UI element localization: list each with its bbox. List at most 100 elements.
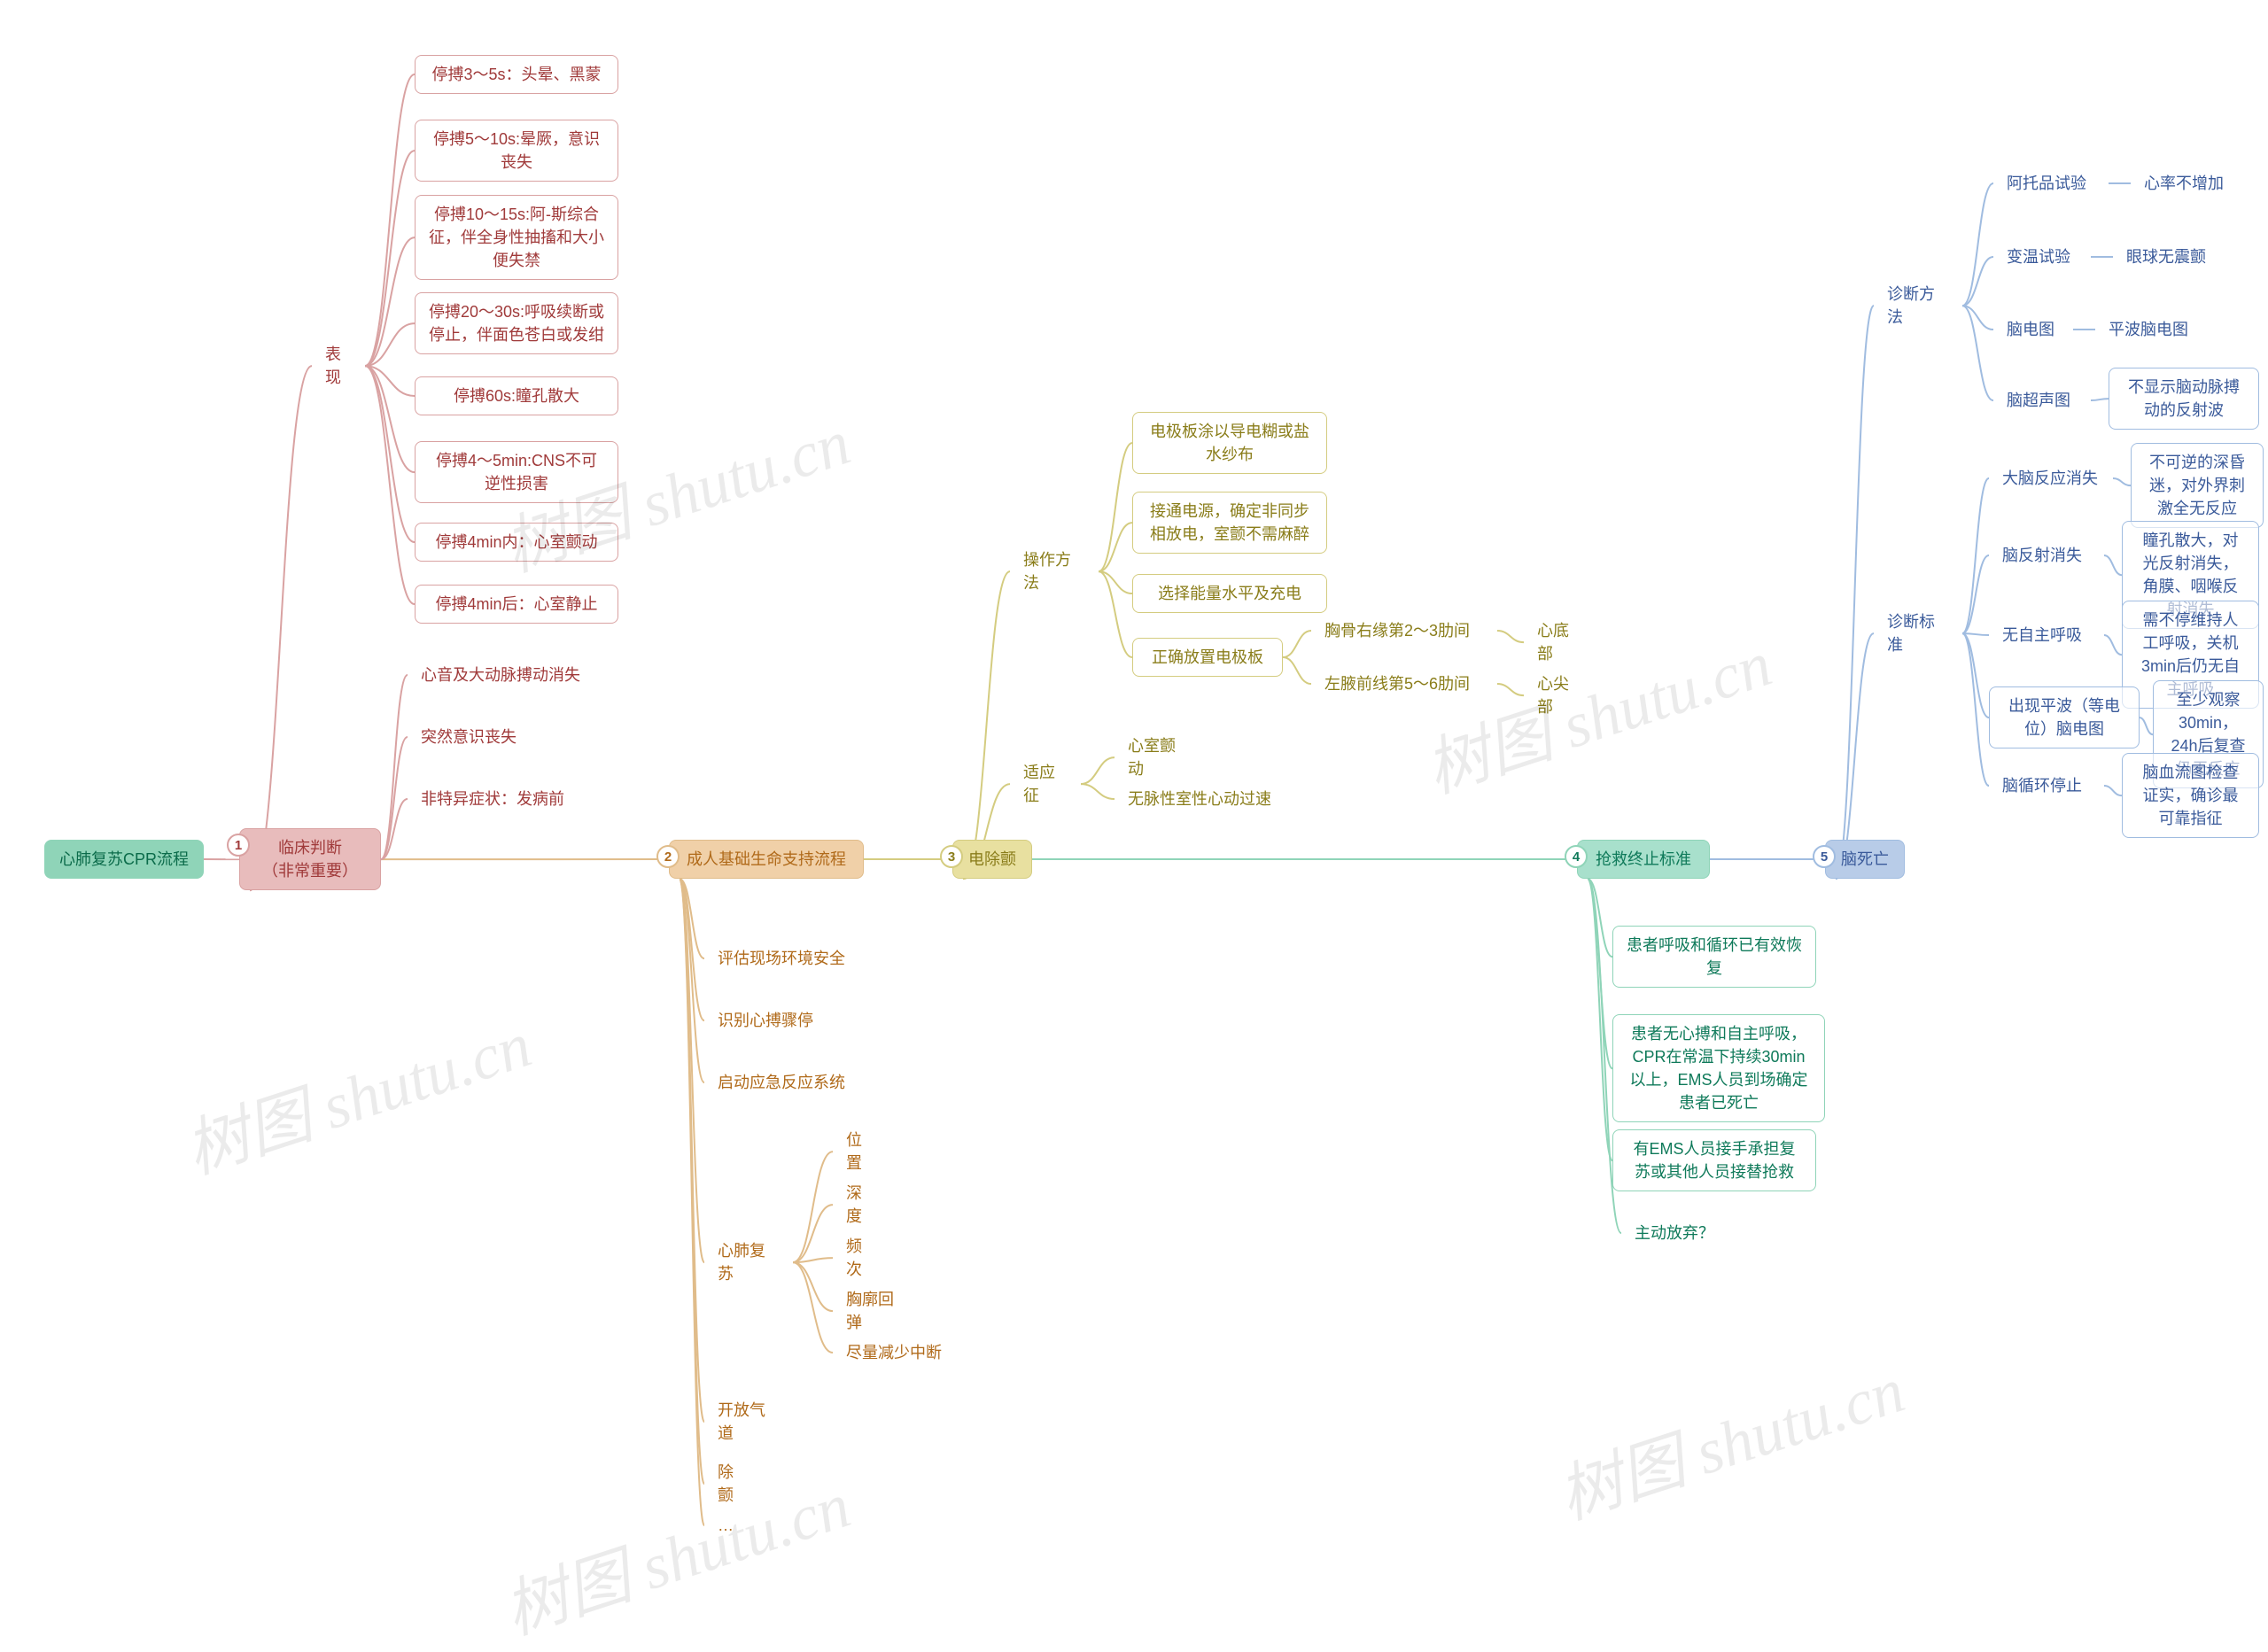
mindmap-node-b5_2_5a[interactable]: 脑血流图检查证实，确诊最可靠指征 (2122, 753, 2259, 838)
connector (250, 366, 312, 890)
connector (680, 879, 704, 1422)
mindmap-node-b5_2[interactable]: 诊断标准 (1874, 602, 1962, 664)
connector (1962, 633, 1989, 635)
mindmap-node-b2_3[interactable]: 启动应急反应系统 (704, 1063, 864, 1102)
connector (793, 1152, 833, 1262)
connector (1283, 631, 1311, 657)
mindmap-node-b2_2[interactable]: 识别心搏骤停 (704, 1001, 837, 1040)
connector (365, 237, 415, 366)
mindmap-node-b2_4_5[interactable]: 尽量减少中断 (833, 1333, 957, 1372)
mindmap-node-b4_4[interactable]: 主动放弃？ (1621, 1214, 1736, 1253)
mindmap-node-root[interactable]: 心肺复苏CPR流程 (44, 840, 204, 879)
connector (1099, 571, 1132, 657)
branch-badge-5: 5 (1813, 845, 1836, 868)
connector (680, 879, 704, 1020)
mindmap-node-b1_1_3[interactable]: 停搏10～15s:阿-斯综合征，伴全身性抽搐和大小便失禁 (415, 195, 618, 280)
connector (963, 571, 1010, 879)
mindmap-node-b5[interactable]: 脑死亡 (1825, 840, 1905, 879)
mindmap-node-b3[interactable]: 电除颤 (952, 840, 1032, 879)
mindmap-node-b5_2_4[interactable]: 出现平波（等电位）脑电图 (1989, 686, 2140, 748)
mindmap-node-b1_3[interactable]: 突然意识丧失 (408, 717, 540, 756)
branch-badge-1: 1 (227, 834, 250, 857)
watermark: 树图 shutu.cn (491, 1453, 860, 1652)
mindmap-node-b1_1_8[interactable]: 停搏4min后：心室静止 (415, 585, 618, 624)
connector (2104, 786, 2122, 795)
mindmap-node-b2_4[interactable]: 心肺复苏 (704, 1231, 793, 1293)
connector (793, 1205, 833, 1262)
mindmap-node-b5_1_2a[interactable]: 眼球无震颤 (2113, 237, 2228, 276)
mindmap-node-b2[interactable]: 成人基础生命支持流程 (669, 840, 864, 879)
connector (381, 737, 408, 859)
mindmap-node-b2_7[interactable]: … (704, 1506, 740, 1545)
connector (680, 879, 704, 1262)
connector (793, 1262, 833, 1311)
connector (1099, 523, 1132, 571)
mindmap-node-b1_4[interactable]: 非特异症状：发病前 (408, 779, 585, 818)
mindmap-node-b5_2_1[interactable]: 大脑反应消失 (1989, 459, 2113, 498)
watermark: 树图 shutu.cn (1545, 1338, 1915, 1537)
connector (1099, 571, 1132, 593)
mindmap-node-b3_1_1[interactable]: 电极板涂以导电糊或盐水纱布 (1132, 412, 1327, 474)
connector (1588, 879, 1612, 957)
mindmap-node-b2_1[interactable]: 评估现场环境安全 (704, 939, 864, 978)
mindmap-node-b5_1_2[interactable]: 变温试验 (1993, 237, 2091, 276)
mindmap-node-b5_1_1a[interactable]: 心率不增加 (2131, 164, 2246, 203)
connector (2140, 717, 2153, 734)
mindmap-node-b1_1_7[interactable]: 停搏4min内：心室颤动 (415, 523, 618, 562)
mindmap-node-b5_2_3[interactable]: 无自主呼吸 (1989, 616, 2104, 655)
mindmap-node-b3_1_4_2a[interactable]: 心尖部 (1524, 664, 1595, 726)
mindmap-node-b1_1_1[interactable]: 停搏3～5s：头晕、黑蒙 (415, 55, 618, 94)
connector (365, 74, 415, 366)
connector (1962, 633, 1989, 717)
mindmap-node-b5_2_5[interactable]: 脑循环停止 (1989, 766, 2104, 805)
connector (1497, 684, 1524, 695)
connector (2104, 555, 2122, 575)
mindmap-node-b5_1_3a[interactable]: 平波脑电图 (2095, 310, 2210, 349)
connector (1588, 879, 1612, 1160)
mindmap-node-b4_2[interactable]: 患者无心搏和自主呼吸，CPR在常温下持续30min以上，EMS人员到场确定患者已… (1612, 1014, 1825, 1122)
mindmap-node-b1_1_6[interactable]: 停搏4～5min:CNS不可逆性损害 (415, 441, 618, 503)
connector (1962, 633, 1989, 786)
mindmap-node-b5_2_2[interactable]: 脑反射消失 (1989, 536, 2104, 575)
mindmap-node-b3_1_4_1[interactable]: 胸骨右缘第2～3肋间 (1311, 611, 1497, 650)
mindmap-node-b5_1_3[interactable]: 脑电图 (1993, 310, 2073, 349)
connector (365, 366, 415, 396)
mindmap-node-b1_1[interactable]: 表现 (312, 335, 365, 397)
mindmap-node-b3_1_3[interactable]: 选择能量水平及充电 (1132, 574, 1327, 613)
mindmap-node-b1_1_5[interactable]: 停搏60s:瞳孔散大 (415, 376, 618, 415)
branch-badge-4: 4 (1565, 845, 1588, 868)
mindmap-node-b3_2_2[interactable]: 无脉性室性心动过速 (1115, 779, 1292, 818)
mindmap-node-b3_2[interactable]: 适应征 (1010, 753, 1081, 815)
connector (680, 879, 704, 1525)
connector (1081, 784, 1115, 799)
mindmap-node-b1_2[interactable]: 心音及大动脉搏动消失 (408, 655, 602, 694)
mindmap-node-b5_1_4a[interactable]: 不显示脑动脉搏动的反射波 (2109, 368, 2259, 430)
mindmap-node-b5_1_4[interactable]: 脑超声图 (1993, 381, 2091, 420)
connector (1283, 657, 1311, 684)
mindmap-node-b4_1[interactable]: 患者呼吸和循环已有效恢复 (1612, 926, 1816, 988)
connector (365, 323, 415, 366)
connector (381, 799, 408, 859)
mindmap-node-b1_1_4[interactable]: 停搏20～30s:呼吸续断或停止，伴面色苍白或发绀 (415, 292, 618, 354)
mindmap-node-b5_1_1[interactable]: 阿托品试验 (1993, 164, 2109, 203)
connector (2113, 478, 2131, 485)
mindmap-node-b3_1_2[interactable]: 接通电源，确定非同步相放电，室颤不需麻醉 (1132, 492, 1327, 554)
mindmap-node-b4_3[interactable]: 有EMS人员接手承担复苏或其他人员接替抢救 (1612, 1129, 1816, 1191)
connector (2091, 399, 2109, 400)
mindmap-node-b2_5[interactable]: 开放气道 (704, 1391, 793, 1453)
connector (2104, 635, 2122, 655)
mindmap-node-b5_2_1a[interactable]: 不可逆的深昏迷，对外界刺激全无反应 (2131, 443, 2264, 528)
mindmap-node-b1_1_2[interactable]: 停搏5～10s:晕厥，意识丧失 (415, 120, 618, 182)
mindmap-node-b4[interactable]: 抢救终止标准 (1577, 840, 1710, 879)
mindmap-node-b3_1_4[interactable]: 正确放置电极板 (1132, 638, 1283, 677)
connector (1081, 757, 1115, 784)
mindmap-node-b3_1[interactable]: 操作方法 (1010, 540, 1099, 602)
connector (793, 1258, 833, 1262)
mindmap-node-b3_1_4_2[interactable]: 左腋前线第5～6肋间 (1311, 664, 1497, 703)
connector (381, 675, 408, 859)
connector (1962, 306, 1993, 400)
connector (365, 366, 415, 472)
mindmap-node-b1[interactable]: 临床判断 （非常重要） (239, 828, 381, 890)
branch-badge-2: 2 (656, 845, 680, 868)
mindmap-node-b5_1[interactable]: 诊断方法 (1874, 275, 1962, 337)
